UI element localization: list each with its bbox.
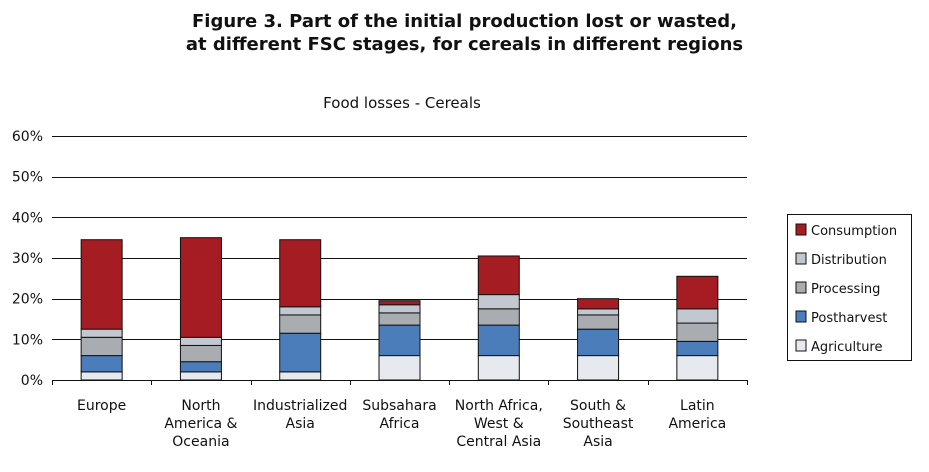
y-tick-label-20: 20% [12,292,43,308]
axes: 0% 10% 20% 30% 40% 50% 60% Europe North America &… [12,129,748,450]
bar-consumption-north-africa-west-central-asia [477,255,520,296]
bar-agriculture-south-southeast-asia [577,355,620,381]
legend: Consumption Distribution Processing Posthar… [787,214,912,361]
bar-agriculture-europe [80,371,123,381]
legend-swatch-processing [795,281,807,294]
bar-processing-north-america-oceania [179,344,222,363]
y-tick-label-60: 60% [12,129,43,145]
bar-consumption-latin-america [676,275,719,310]
y-tick-label-50: 50% [12,170,43,186]
bar-consumption-industrialized-asia [279,239,322,308]
bar-agriculture-subsahara-africa [378,355,421,381]
y-tick-label-0: 0% [21,373,43,389]
x-category-label-latin-america: Latin America [668,398,726,432]
legend-swatch-consumption [795,223,807,236]
bar-processing-subsahara-africa [378,312,421,326]
figure-title: Figure 3. Part of the initial production… [0,10,929,56]
legend-label-agriculture: Agriculture [811,340,883,355]
legend-label-consumption: Consumption [811,224,897,239]
y-tick-label-40: 40% [12,210,43,226]
figure-title-line-1: Figure 3. Part of the initial production… [192,11,737,32]
bar-postharvest-north-america-oceania [179,361,222,373]
x-category-label-north-america-oceania: North America & Oceania [164,398,237,450]
y-tick-label-10: 10% [12,332,43,348]
bar-distribution-industrialized-asia [279,306,322,316]
legend-box [787,214,912,361]
bar-postharvest-south-southeast-asia [577,328,620,357]
bar-distribution-north-africa-west-central-asia [477,294,520,310]
x-category-label-europe: Europe [77,398,126,414]
legend-label-processing: Processing [811,282,880,297]
bar-distribution-latin-america [676,308,719,324]
x-category-label-south-southeast-asia: South & Southeast Asia [563,398,634,450]
bar-postharvest-industrialized-asia [279,332,322,373]
bar-distribution-subsahara-africa [378,304,421,314]
bar-distribution-europe [80,328,123,338]
bar-postharvest-subsahara-africa [378,324,421,357]
x-category-label-north-africa-west-central-asia: North Africa, West & Central Asia [455,398,543,450]
bar-postharvest-north-africa-west-central-asia [477,324,520,357]
bar-processing-south-southeast-asia [577,314,620,330]
bar-processing-north-africa-west-central-asia [477,308,520,326]
bar-distribution-south-southeast-asia [577,308,620,316]
bar-agriculture-north-america-oceania [179,371,222,381]
legend-label-postharvest: Postharvest [811,311,887,326]
x-category-label-subsahara-africa: Subsahara Africa [362,398,436,432]
bar-consumption-subsahara-africa [378,300,421,306]
y-tick-label-30: 30% [12,251,43,267]
x-category-label-industrialized-asia: Industrialized Asia [253,398,347,432]
bar-consumption-north-america-oceania [179,237,222,338]
chart-title: Food losses - Cereals [323,94,481,112]
bar-agriculture-north-africa-west-central-asia [477,355,520,381]
figure-title-line-2: at different FSC stages, for cereals in … [185,34,744,55]
legend-swatch-distribution [795,252,807,265]
legend-swatch-postharvest [795,310,807,323]
legend-label-distribution: Distribution [811,253,887,268]
legend-swatch-agriculture [795,339,807,352]
bar-consumption-europe [80,239,123,330]
bar-processing-latin-america [676,322,719,342]
bar-processing-industrialized-asia [279,314,322,334]
bar-postharvest-latin-america [676,340,719,357]
bar-processing-europe [80,336,123,357]
bar-postharvest-europe [80,355,123,373]
bar-agriculture-industrialized-asia [279,371,322,381]
bar-agriculture-latin-america [676,355,719,381]
bar-consumption-south-southeast-asia [577,298,620,310]
bar-distribution-north-america-oceania [179,336,222,346]
bars [80,237,719,381]
